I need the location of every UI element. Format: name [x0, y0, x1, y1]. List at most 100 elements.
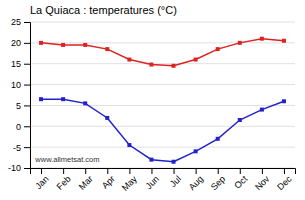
- y-tick-mark: [24, 22, 30, 23]
- y-tick-label: 0: [16, 122, 21, 132]
- marker: [83, 101, 87, 105]
- x-axis: Jan FebMar AprMay Jun Jul AugSep OctNovDec: [31, 168, 296, 193]
- x-tick-mark: [129, 168, 130, 174]
- y-tick: -5: [13, 143, 30, 153]
- marker: [61, 97, 65, 101]
- x-tick-mark: [151, 168, 152, 174]
- x-tick-label: May: [120, 173, 139, 192]
- y-tick: 10: [11, 80, 30, 90]
- x-tick: Jun: [144, 168, 161, 191]
- marker: [149, 158, 153, 162]
- y-tick: -10: [8, 163, 30, 173]
- y-tick: 25: [11, 17, 30, 27]
- y-tick-mark: [24, 85, 30, 86]
- series: [39, 97, 286, 164]
- x-tick-mark: [262, 168, 263, 174]
- marker: [127, 58, 131, 62]
- grid-line: [30, 22, 295, 23]
- x-tick-label: Nov: [253, 173, 272, 192]
- line: [41, 99, 284, 162]
- annotation: www.allmetsat.com: [34, 155, 99, 164]
- title: La Quiaca : temperatures (°C): [30, 4, 177, 16]
- y-tick: 20: [11, 38, 30, 48]
- x-axis-line: [31, 169, 296, 175]
- marker: [194, 149, 198, 153]
- x-tick-mark: [284, 168, 285, 174]
- marker: [194, 58, 198, 62]
- x-tick-label: Feb: [55, 174, 73, 192]
- grid-line: [30, 63, 295, 64]
- marker: [172, 160, 176, 164]
- x-tick-label: Sep: [209, 174, 227, 192]
- grid-line: [30, 42, 295, 43]
- y-tick-mark: [24, 126, 30, 127]
- grid-line: [30, 147, 295, 148]
- y-tick-label: 10: [11, 80, 21, 90]
- x-tick-mark: [196, 168, 197, 174]
- x-tick-label: Dec: [275, 173, 294, 192]
- y-tick: 5: [16, 101, 30, 111]
- y-tick-mark: [24, 147, 30, 148]
- chart: Jan FebMar AprMay Jun Jul AugSep OctNovDec -10 -…: [0, 0, 305, 200]
- y-tick-label: 15: [11, 59, 21, 69]
- marker: [260, 108, 264, 112]
- marker: [127, 143, 131, 147]
- marker: [105, 47, 109, 51]
- x-tick: Feb: [55, 168, 73, 192]
- y-tick-mark: [24, 43, 30, 44]
- series: [39, 37, 286, 68]
- plot: Jan FebMar AprMay Jun Jul AugSep OctNovDec -10 -…: [8, 17, 296, 193]
- grid-line: [30, 84, 295, 85]
- marker: [39, 97, 43, 101]
- marker: [149, 63, 153, 67]
- marker: [83, 43, 87, 47]
- x-tick: Dec: [275, 168, 294, 192]
- marker: [282, 99, 286, 103]
- marker: [238, 118, 242, 122]
- x-tick-label: Oct: [232, 173, 249, 190]
- x-tick-label: Jun: [144, 174, 161, 191]
- x-tick-label: Apr: [100, 174, 117, 191]
- x-tick: Aug: [187, 168, 205, 192]
- x-tick-mark: [107, 168, 108, 174]
- x-tick: Nov: [253, 168, 272, 192]
- line: [41, 39, 284, 66]
- marker: [216, 137, 220, 141]
- x-tick-mark: [240, 168, 241, 174]
- y-tick-label: 25: [11, 17, 21, 27]
- marker: [105, 116, 109, 120]
- x-tick-label: Jul: [168, 174, 183, 189]
- x-tick: Oct: [232, 168, 249, 191]
- y-tick-mark: [24, 168, 30, 169]
- y-tick-mark: [24, 105, 30, 106]
- x-tick-mark: [218, 168, 219, 174]
- x-tick-label: Aug: [187, 174, 205, 192]
- y-tick-label: -5: [13, 143, 21, 153]
- grid-line: [30, 126, 295, 127]
- y-axis-line: [24, 23, 31, 169]
- marker: [61, 43, 65, 47]
- y-tick-label: 20: [11, 38, 21, 48]
- marker: [260, 37, 264, 41]
- y-tick-label: 5: [16, 101, 21, 111]
- marks: [39, 37, 286, 164]
- x-tick-mark: [63, 168, 64, 174]
- marker: [216, 47, 220, 51]
- x-tick: May: [120, 168, 139, 193]
- y-tick-label: -10: [8, 163, 21, 173]
- x-tick: Sep: [209, 168, 227, 192]
- y-tick-mark: [24, 64, 30, 65]
- x-tick-mark: [85, 168, 86, 174]
- grid: [30, 22, 295, 168]
- grid-line: [30, 105, 295, 106]
- marker: [172, 64, 176, 68]
- x-tick-mark: [174, 168, 175, 174]
- marker: [39, 41, 43, 45]
- x-tick-label: Mar: [77, 174, 95, 192]
- x-tick: Jan: [33, 168, 50, 191]
- y-tick: 0: [16, 122, 30, 132]
- marker: [238, 41, 242, 45]
- x-tick: Apr: [100, 168, 117, 191]
- marker: [282, 39, 286, 43]
- y-tick: 15: [11, 59, 30, 69]
